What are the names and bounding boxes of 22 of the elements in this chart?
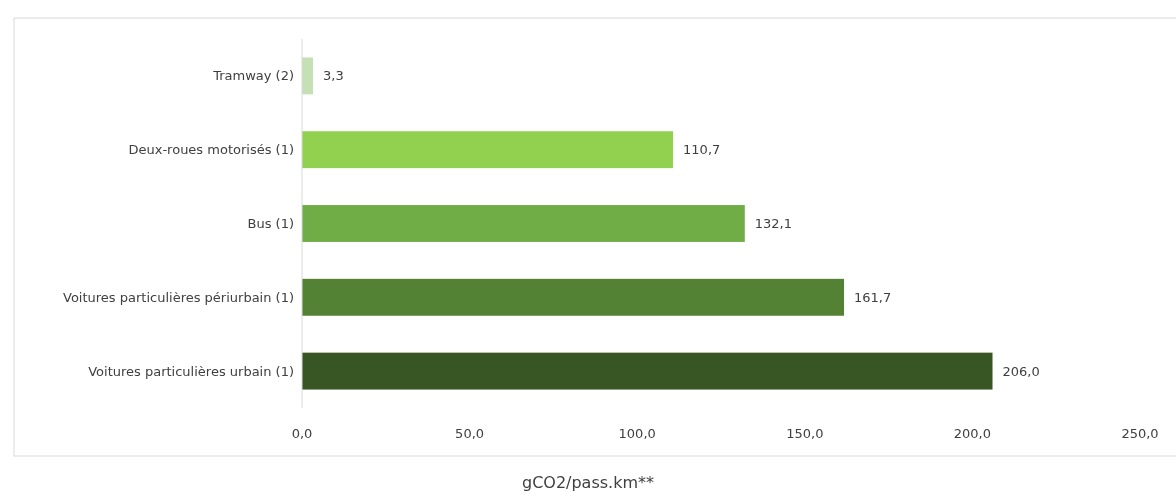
data-label: 110,7 — [683, 142, 721, 158]
bar — [302, 278, 845, 316]
data-label: 206,0 — [1002, 363, 1040, 379]
y-tick-label: Voitures particulières périurbain (1) — [63, 289, 294, 305]
y-tick-label: Tramway (2) — [212, 68, 294, 84]
bar — [302, 352, 993, 390]
data-label: 3,3 — [323, 68, 344, 84]
data-label: 161,7 — [854, 289, 892, 305]
x-tick-label: 250,0 — [1121, 425, 1159, 441]
x-tick-label: 150,0 — [786, 425, 824, 441]
y-tick-label: Voitures particulières urbain (1) — [88, 363, 294, 379]
x-tick-label: 100,0 — [618, 425, 656, 441]
x-tick-label: 0,0 — [291, 425, 313, 441]
y-tick-label: Bus (1) — [247, 216, 294, 232]
x-tick-label: 50,0 — [455, 425, 485, 441]
y-tick-label: Deux-roues motorisés (1) — [128, 142, 294, 158]
bar — [302, 205, 745, 242]
bar — [302, 131, 674, 169]
x-tick-label: 200,0 — [953, 425, 992, 441]
data-label: 132,1 — [754, 216, 793, 232]
x-axis-title: gCO2/pass.km** — [521, 473, 655, 492]
bar — [302, 57, 314, 95]
